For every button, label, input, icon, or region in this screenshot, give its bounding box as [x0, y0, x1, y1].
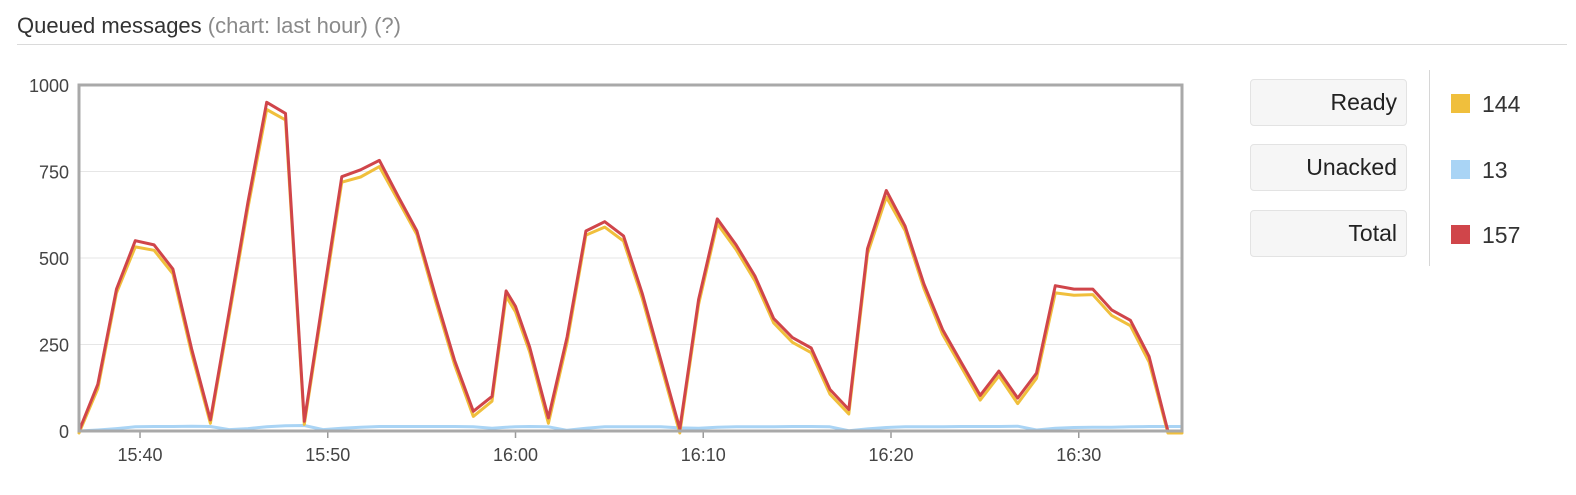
- legend-value-unacked: 13: [1482, 157, 1508, 183]
- legend-value-ready: 144: [1482, 91, 1521, 117]
- plot-frame: [77, 83, 1184, 433]
- legend-label-ready: Ready: [1250, 79, 1407, 126]
- x-tick-label: 16:00: [493, 445, 538, 465]
- x-tick-label: 15:40: [117, 445, 162, 465]
- series-line-unacked: [77, 424, 1184, 433]
- help-link[interactable]: (?): [374, 13, 401, 38]
- legend-value-total: 157: [1482, 222, 1521, 248]
- legend-swatch-ready: [1451, 94, 1470, 113]
- x-tick-label: 16:20: [868, 445, 913, 465]
- legend-swatch-total: [1451, 225, 1470, 244]
- y-tick-label: 750: [39, 163, 69, 183]
- chart-header: Queued messages (chart: last hour) (?): [17, 8, 1567, 45]
- legend-divider: [1429, 70, 1430, 266]
- legend-swatch-unacked: [1451, 160, 1470, 179]
- series-line-ready: [77, 108, 1184, 435]
- y-tick-label: 1000: [29, 76, 69, 96]
- x-tick-label: 16:10: [681, 445, 726, 465]
- y-tick-label: 0: [59, 422, 69, 442]
- queued-messages-chart: 0 250 500 750 1000 15:40 15:50 16:00 16:10 16:20 1…: [29, 76, 1184, 465]
- x-tick-label: 16:30: [1056, 445, 1101, 465]
- legend-label-total: Total: [1250, 210, 1407, 257]
- x-tick-label: 15:50: [305, 445, 350, 465]
- chart-title: Queued messages: [17, 13, 202, 38]
- legend-label-unacked: Unacked: [1250, 144, 1407, 191]
- chart-area: 0 250 500 750 1000 15:40 15:50 16:00 16:10 16:20 1…: [29, 76, 1184, 465]
- y-tick-label: 250: [39, 336, 69, 356]
- series-line-total: [77, 100, 1184, 433]
- y-tick-label: 500: [39, 249, 69, 269]
- chart-period-link[interactable]: (chart: last hour): [207, 13, 368, 38]
